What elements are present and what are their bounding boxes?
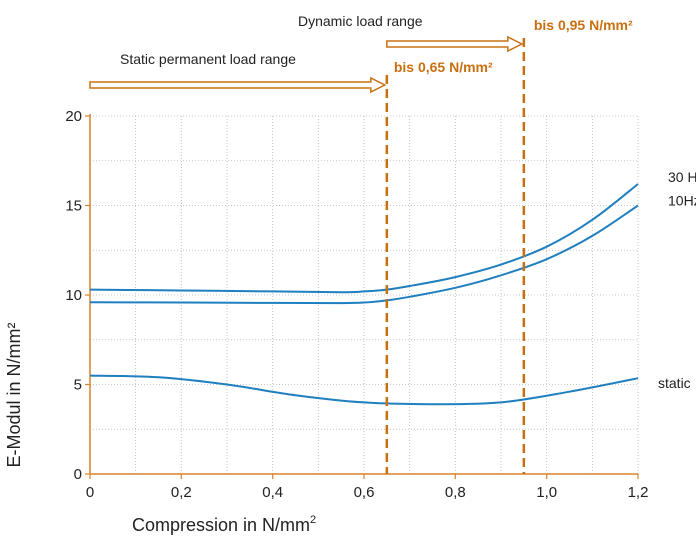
dynamic-range-arrow bbox=[386, 35, 524, 53]
series-label: 10Hz bbox=[668, 193, 696, 209]
series-line-10hz bbox=[89, 204, 639, 305]
x-tick-label: 0 bbox=[86, 484, 94, 501]
range-arrows: Static permanent load range Dynamic load … bbox=[89, 13, 524, 94]
x-tick-label: 0,8 bbox=[445, 484, 466, 501]
series-line-30-hz bbox=[89, 183, 639, 294]
x-tick-label: 1,2 bbox=[628, 484, 649, 501]
series-label: 30 Hz bbox=[668, 169, 696, 185]
series-line-static bbox=[89, 374, 639, 406]
x-tick-label: 1,0 bbox=[536, 484, 557, 501]
limit-label: bis 0,95 N/mm² bbox=[534, 17, 633, 33]
limit-lines: bis 0,65 N/mm² bis 0,95 N/mm² bbox=[385, 17, 633, 474]
series-label: static bbox=[658, 375, 691, 391]
series: 30 Hz 10Hz static bbox=[89, 169, 696, 406]
x-axis-title: Compression in N/mm2 bbox=[132, 514, 316, 535]
dynamic-range-label: Dynamic load range bbox=[298, 13, 423, 29]
y-tick-label: 10 bbox=[65, 287, 82, 304]
y-tick-label: 5 bbox=[74, 377, 82, 394]
y-axis-title: E-Modul in N/mm² bbox=[4, 322, 24, 467]
y-tick-label: 15 bbox=[65, 198, 82, 215]
grid bbox=[90, 115, 639, 474]
ticks: 0 0,2 0,4 0,6 0,8 1,0 1,2 0 5 10 15 20 bbox=[65, 108, 648, 501]
limit-label: bis 0,65 N/mm² bbox=[394, 59, 493, 75]
x-tick-label: 0,4 bbox=[262, 484, 283, 501]
static-range-arrow bbox=[89, 76, 387, 94]
static-range-label: Static permanent load range bbox=[120, 51, 296, 67]
y-tick-label: 0 bbox=[74, 466, 82, 483]
x-tick-label: 0,6 bbox=[354, 484, 375, 501]
x-tick-label: 0,2 bbox=[171, 484, 192, 501]
y-tick-label: 20 bbox=[65, 108, 82, 125]
